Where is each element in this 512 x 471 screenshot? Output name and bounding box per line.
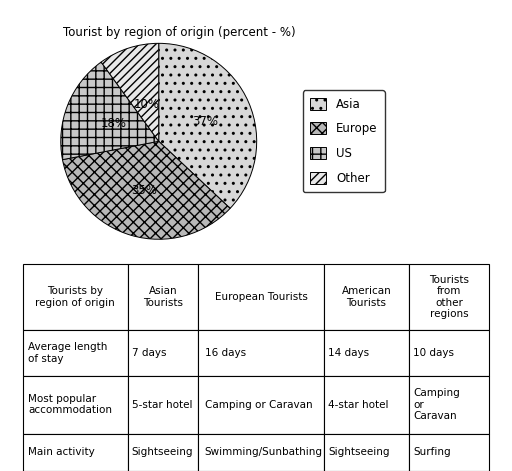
Wedge shape [159, 43, 257, 208]
Wedge shape [62, 141, 230, 239]
Text: 37%: 37% [193, 114, 219, 128]
Text: 18%: 18% [100, 117, 126, 130]
Wedge shape [61, 62, 159, 160]
Text: Tourist by region of origin (percent - %): Tourist by region of origin (percent - %… [63, 26, 295, 39]
Wedge shape [101, 43, 159, 141]
Text: 35%: 35% [132, 184, 158, 197]
Text: 10%: 10% [134, 97, 160, 111]
Legend: Asia, Europe, US, Other: Asia, Europe, US, Other [303, 90, 385, 192]
